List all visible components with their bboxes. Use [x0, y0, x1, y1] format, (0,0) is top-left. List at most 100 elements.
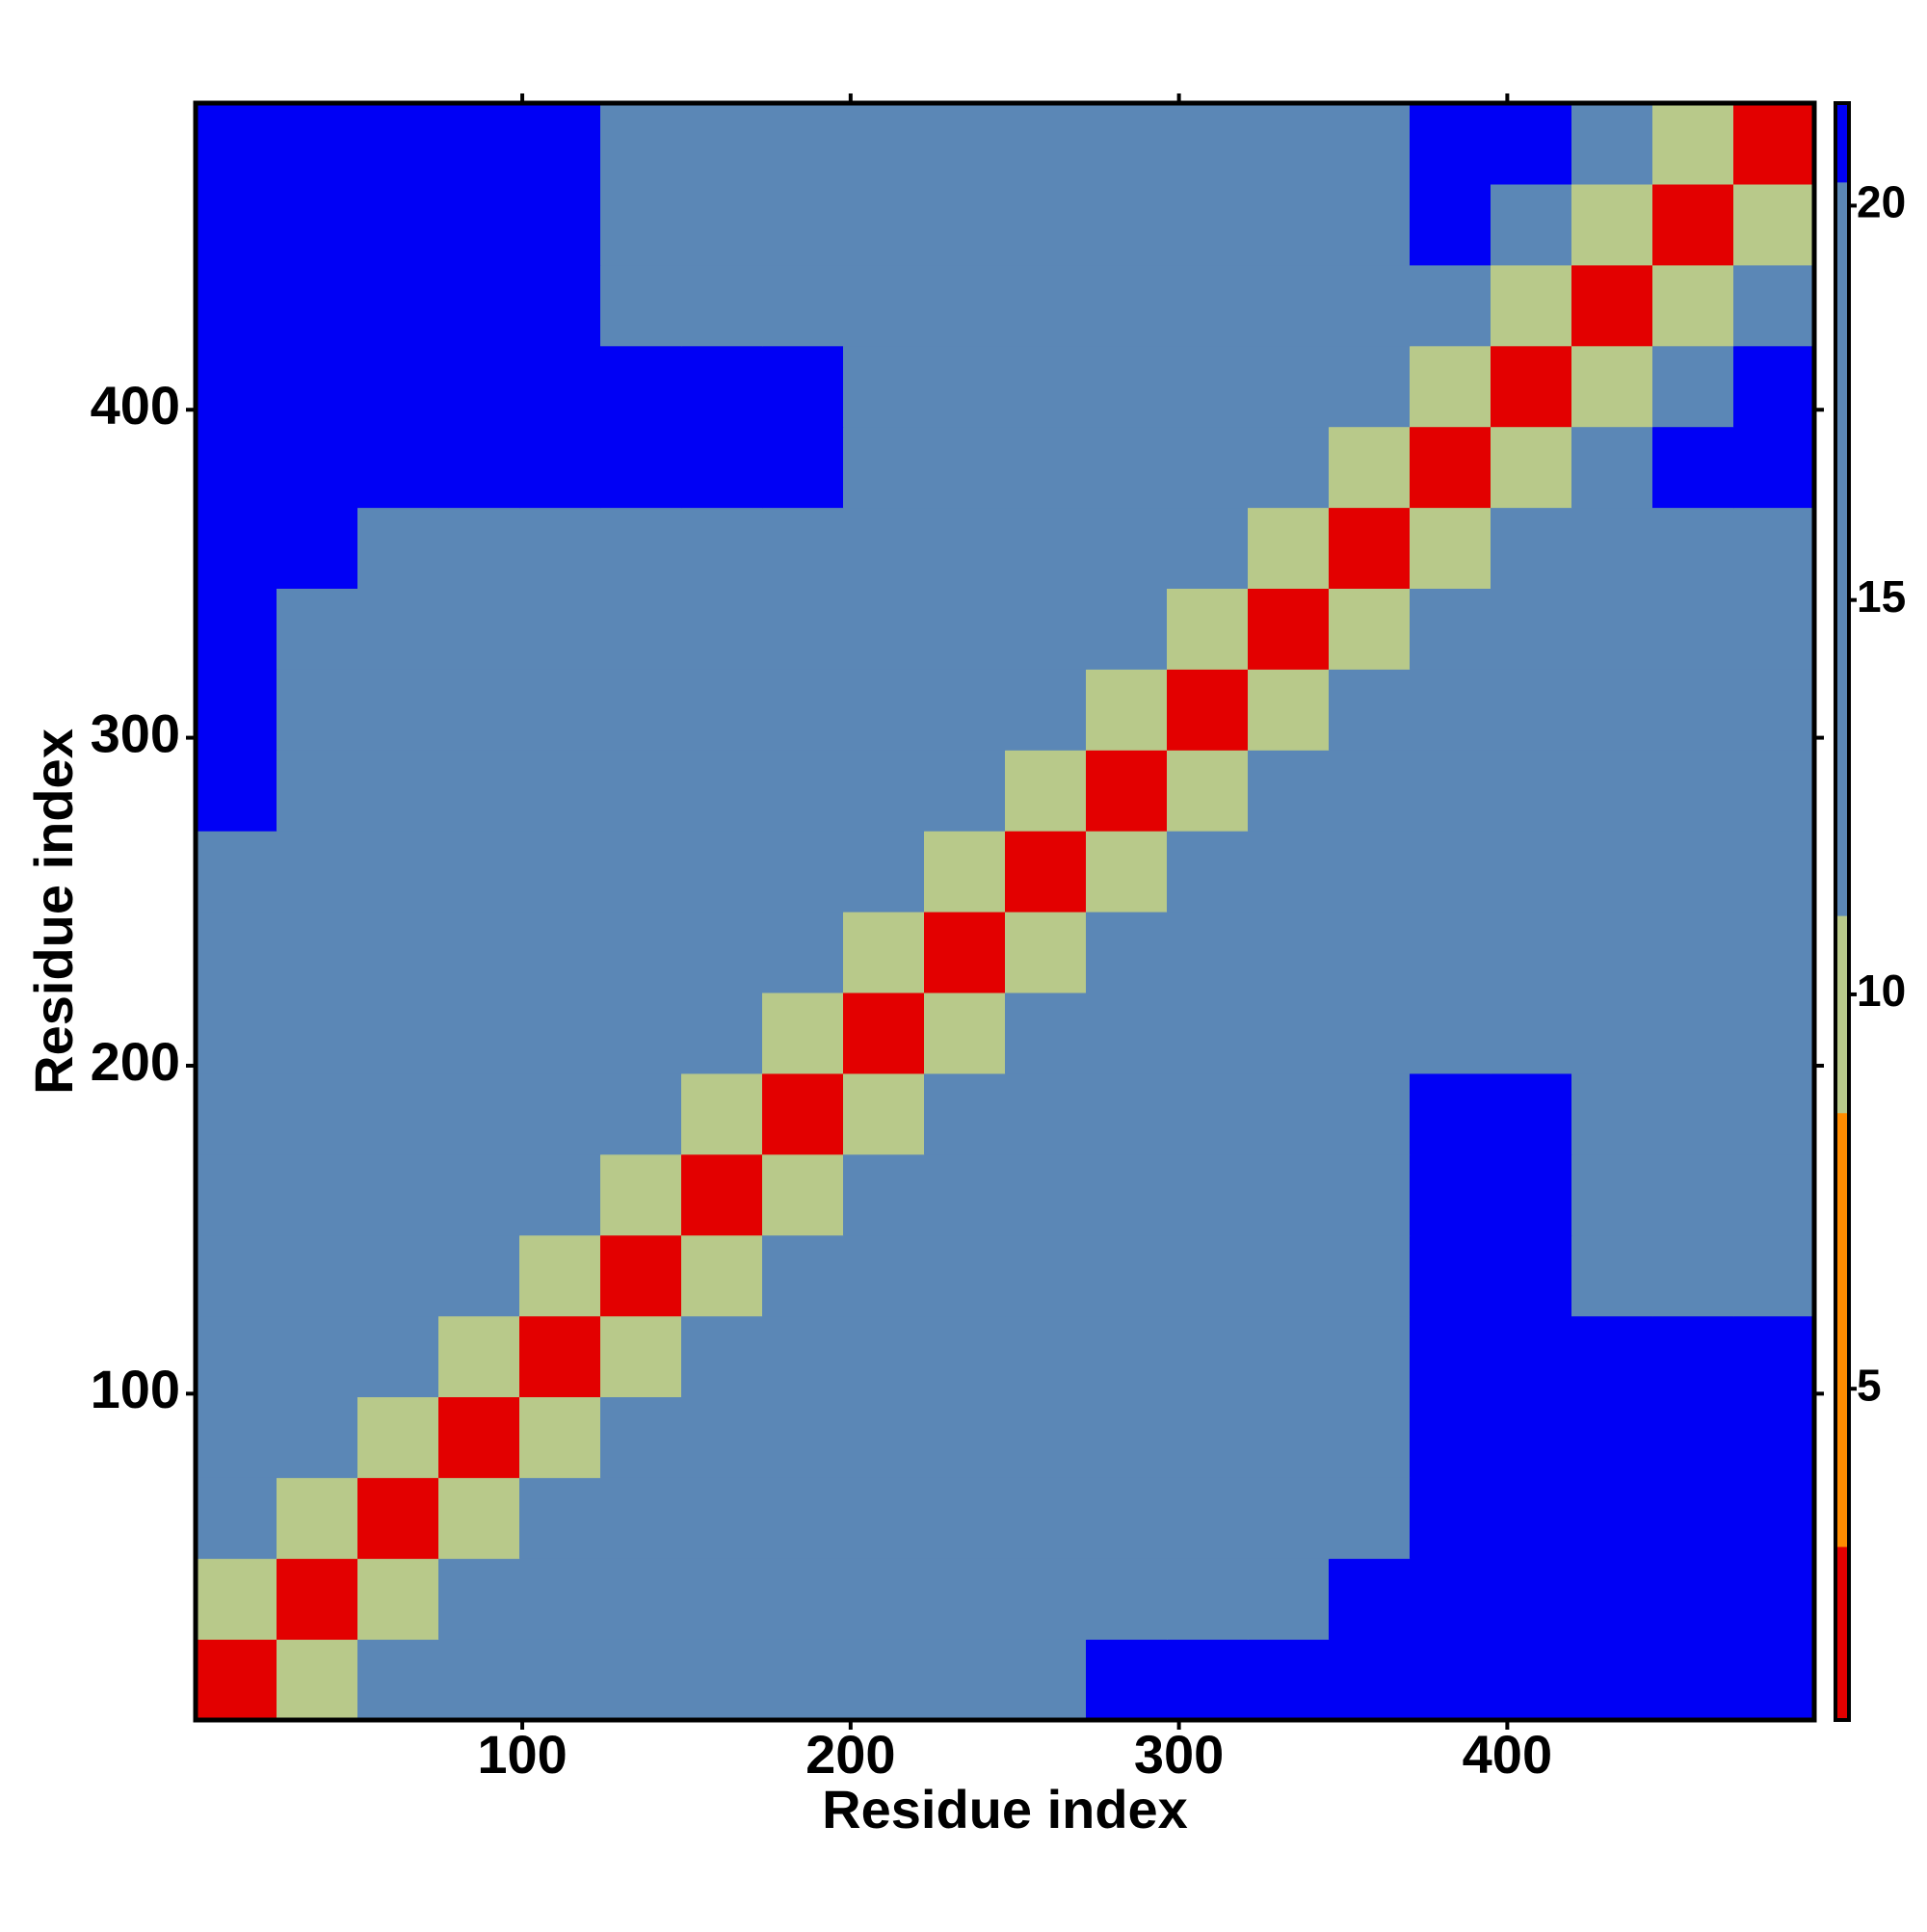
- heatmap-cell: [1733, 588, 1815, 670]
- heatmap-cell: [1491, 264, 1572, 347]
- heatmap-cell: [1491, 103, 1572, 185]
- heatmap-cell: [1005, 426, 1087, 509]
- heatmap-cell: [1167, 1315, 1249, 1397]
- heatmap-cell: [357, 1072, 439, 1155]
- heatmap-cell: [1410, 1396, 1491, 1478]
- heatmap-cell: [277, 1072, 358, 1155]
- heatmap-cell: [1086, 1153, 1168, 1236]
- heatmap-cell: [1571, 912, 1653, 993]
- heatmap-cell: [438, 507, 520, 589]
- heatmap-cell: [1410, 1639, 1491, 1721]
- heatmap-cell: [1491, 1477, 1572, 1559]
- heatmap-cell: [924, 1153, 1006, 1236]
- heatmap-cell: [1410, 1477, 1491, 1559]
- heatmap-cell: [519, 831, 601, 913]
- heatmap-cell: [1167, 669, 1249, 751]
- heatmap-cell: [1733, 1639, 1815, 1721]
- heatmap-cell: [762, 1396, 844, 1478]
- heatmap-cell: [438, 183, 520, 266]
- heatmap-cell: [196, 1477, 277, 1559]
- heatmap-cell: [762, 1477, 844, 1559]
- heatmap-cell: [681, 1153, 763, 1236]
- heatmap-cell: [438, 1558, 520, 1640]
- heatmap-cell: [1652, 507, 1734, 589]
- heatmap-cell: [1167, 1558, 1249, 1640]
- heatmap-cell: [1086, 426, 1168, 509]
- heatmap-cell: [1005, 1558, 1087, 1640]
- heatmap-cell: [1652, 1639, 1734, 1721]
- heatmap-cell: [1410, 264, 1491, 347]
- heatmap-cell: [1005, 1396, 1087, 1478]
- heatmap-cell: [1167, 264, 1249, 347]
- heatmap-cell: [196, 1234, 277, 1317]
- heatmap-cell: [1329, 426, 1411, 509]
- heatmap-cell: [1571, 507, 1653, 589]
- heatmap-cell: [277, 426, 358, 509]
- heatmap-cell: [843, 1072, 925, 1155]
- heatmap-cell: [357, 831, 439, 913]
- heatmap-cell: [1652, 1072, 1734, 1155]
- heatmap-cell: [277, 103, 358, 185]
- heatmap-cell: [1248, 1477, 1330, 1559]
- heatmap-cell: [1652, 912, 1734, 993]
- heatmap-cell: [277, 1234, 358, 1317]
- heatmap-cell: [1248, 1396, 1330, 1478]
- heatmap-cell: [1733, 750, 1815, 832]
- heatmap-cell: [924, 345, 1006, 428]
- heatmap-cell: [277, 1477, 358, 1559]
- heatmap-cell: [1248, 831, 1330, 913]
- heatmap-cell: [1733, 1315, 1815, 1397]
- heatmap-cell: [519, 912, 601, 993]
- x-tick-label: 100: [477, 1724, 567, 1785]
- y-axis-title: Residue index: [23, 728, 84, 1095]
- heatmap-cell: [1329, 1315, 1411, 1397]
- heatmap-cell: [438, 1396, 520, 1478]
- heatmap-cell: [438, 426, 520, 509]
- heatmap-cell: [1005, 264, 1087, 347]
- heatmap-cell: [196, 1558, 277, 1640]
- heatmap-cell: [1248, 103, 1330, 185]
- heatmap-cell: [1491, 1396, 1572, 1478]
- heatmap-cell: [438, 345, 520, 428]
- heatmap-cell: [1005, 1477, 1087, 1559]
- heatmap-cell: [843, 183, 925, 266]
- heatmap-cell: [1652, 345, 1734, 428]
- colorbar-segment: [1835, 181, 1849, 916]
- heatmap-cell: [519, 264, 601, 347]
- heatmap-cell: [1005, 831, 1087, 913]
- heatmap-cell: [1167, 588, 1249, 670]
- heatmap-cell: [277, 1315, 358, 1397]
- heatmap-cell: [1329, 1639, 1411, 1721]
- heatmap-cell: [1329, 750, 1411, 832]
- heatmap-cell: [1410, 426, 1491, 509]
- heatmap-cell: [1652, 831, 1734, 913]
- heatmap-cell: [1086, 264, 1168, 347]
- heatmap-cell: [1005, 1234, 1087, 1317]
- heatmap-cell: [843, 1477, 925, 1559]
- heatmap-cell: [438, 1639, 520, 1721]
- heatmap-cell: [762, 669, 844, 751]
- heatmap-cell: [1329, 507, 1411, 589]
- heatmap-cell: [1571, 264, 1653, 347]
- heatmap-cell: [277, 992, 358, 1074]
- heatmap-cell: [196, 992, 277, 1074]
- heatmap-cell: [1733, 1153, 1815, 1236]
- heatmap-cell: [1652, 264, 1734, 347]
- plot-frame: [193, 100, 1817, 1723]
- heatmap-cell: [1248, 1072, 1330, 1155]
- heatmap-cell: [277, 183, 358, 266]
- heatmap-cell: [357, 1234, 439, 1317]
- heatmap-cell: [1491, 1639, 1572, 1721]
- heatmap-cell: [357, 1315, 439, 1397]
- heatmap-cell: [681, 588, 763, 670]
- heatmap-cell: [1652, 588, 1734, 670]
- heatmap-cell: [277, 669, 358, 751]
- heatmap-cell: [1410, 912, 1491, 993]
- heatmap-cell: [1086, 345, 1168, 428]
- heatmap-cell: [762, 345, 844, 428]
- heatmap-cell: [1248, 345, 1330, 428]
- heatmap-cell: [843, 1558, 925, 1640]
- heatmap-cell: [1086, 1072, 1168, 1155]
- heatmap-cell: [1491, 183, 1572, 266]
- heatmap-cell: [1248, 426, 1330, 509]
